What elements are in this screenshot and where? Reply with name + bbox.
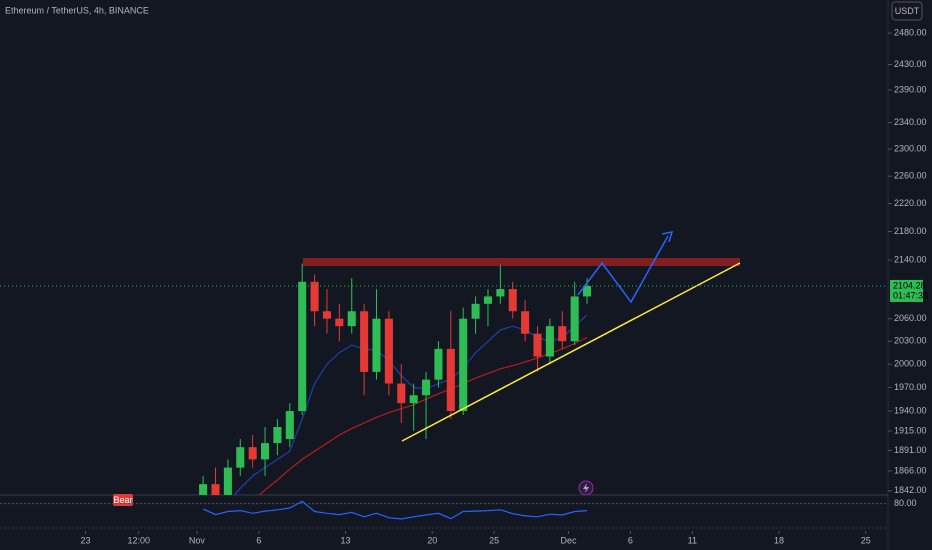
resistance-zone [303, 258, 740, 266]
x-tick-label: 6 [628, 535, 633, 545]
y-tick-label: 1940.00 [894, 405, 927, 415]
rsi-line [202, 500, 588, 520]
candle-body [409, 395, 418, 404]
candle-body [471, 303, 480, 319]
candle-body [310, 281, 319, 312]
candle-body [558, 326, 567, 342]
candle-body [422, 379, 431, 396]
candle-body [273, 426, 282, 444]
y-tick-label: 1915.00 [894, 425, 927, 435]
x-tick-label: Nov [189, 535, 206, 545]
candle-body [261, 443, 270, 460]
candle-body [322, 311, 331, 319]
y-tick-label: 1842.00 [894, 485, 927, 495]
y-tick-label: 2480.00 [894, 28, 927, 38]
candle-body [397, 383, 406, 404]
x-tick-label: 23 [80, 535, 90, 545]
x-tick-label: 25 [861, 535, 871, 545]
candle-body [223, 467, 232, 495]
candle-body [236, 447, 245, 468]
y-tick-label: 2260.00 [894, 170, 927, 180]
candle-body [285, 411, 294, 440]
candle-body [360, 311, 369, 372]
candle-body [372, 318, 381, 372]
candle-body [446, 348, 455, 412]
y-tick-label: 2340.00 [894, 117, 927, 127]
y-tick-label: 2220.00 [894, 198, 927, 208]
last-price: 2104.28 [893, 280, 926, 290]
x-tick-label: 25 [489, 535, 499, 545]
y-tick-label: 2390.00 [894, 84, 927, 94]
currency[interactable]: USDT [895, 6, 920, 16]
candle-body [211, 484, 220, 495]
x-tick-label: 18 [774, 535, 784, 545]
x-tick-label: Dec [560, 535, 577, 545]
moving-average [258, 336, 588, 495]
candle-body [533, 333, 542, 357]
x-tick-label: 12:00 [127, 535, 150, 545]
signal-box [113, 494, 133, 506]
x-tick-label: 13 [341, 535, 351, 545]
rsi-level-label: 80.00 [894, 498, 917, 508]
candle-body [384, 318, 393, 384]
chart-title: Ethereum / TetherUS, 4h, BINANCE [5, 5, 149, 15]
y-tick-label: 2430.00 [894, 59, 927, 69]
y-tick-label: 2180.00 [894, 226, 927, 236]
signal-label: Bear [113, 495, 132, 505]
candle-body [434, 348, 443, 380]
lightning [583, 483, 589, 493]
candle-body [545, 326, 554, 357]
arrow-head [661, 231, 674, 243]
y-tick-label: 2030.00 [894, 336, 927, 346]
countdown: 01:47:33 [893, 290, 928, 300]
x-tick-label: 20 [427, 535, 437, 545]
y-tick-label: 2060.00 [894, 313, 927, 323]
price-pane [199, 263, 592, 495]
candle-body [483, 296, 492, 304]
candle-body [248, 447, 257, 460]
candle-body [298, 281, 307, 412]
y-tick-label: 1891.00 [894, 445, 927, 455]
projection [577, 235, 669, 304]
y-tick-label: 2300.00 [894, 143, 927, 153]
candle-body [459, 318, 468, 412]
x-tick-label: 11 [688, 535, 697, 545]
candle-body [335, 318, 344, 327]
y-tick-label: 1866.00 [894, 465, 927, 475]
y-tick-label: 1970.00 [894, 382, 927, 392]
x-tick-label: 6 [256, 535, 261, 545]
y-tick-label: 2140.00 [894, 254, 927, 264]
candle-body [583, 285, 592, 297]
candle-body [570, 296, 579, 342]
candle-body [496, 289, 505, 297]
candle-body [521, 311, 530, 334]
candle-body [199, 484, 208, 495]
candle-body [508, 289, 517, 312]
candle-body [347, 311, 356, 327]
y-tick-label: 2000.00 [894, 359, 927, 369]
trend-line [401, 262, 741, 442]
last-price-box [890, 279, 923, 302]
currency-box[interactable] [891, 1, 923, 21]
